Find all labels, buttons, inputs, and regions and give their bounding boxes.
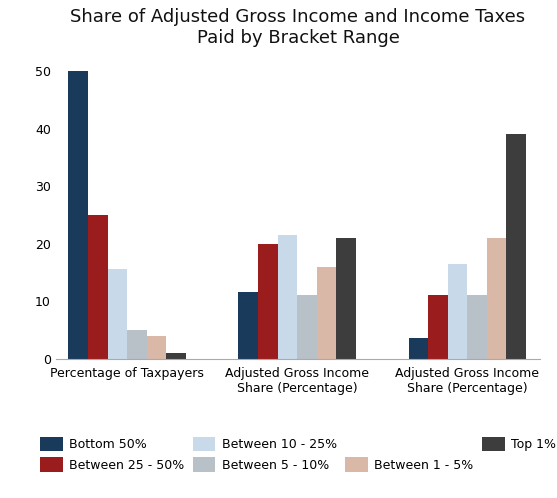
Bar — [238, 292, 258, 359]
Title: Share of Adjusted Gross Income and Income Taxes
Paid by Bracket Range: Share of Adjusted Gross Income and Incom… — [70, 8, 526, 47]
Bar — [297, 295, 317, 359]
Bar — [127, 330, 146, 359]
Bar — [88, 215, 108, 359]
Bar — [166, 353, 186, 359]
Bar — [69, 71, 88, 359]
Bar — [408, 339, 428, 359]
Bar — [336, 238, 356, 359]
Bar — [277, 235, 297, 359]
Bar — [146, 336, 166, 359]
Bar — [506, 134, 526, 359]
Bar — [317, 266, 336, 359]
Bar — [108, 269, 127, 359]
Bar — [467, 295, 487, 359]
Bar — [428, 295, 448, 359]
Bar — [487, 238, 506, 359]
Bar — [448, 264, 467, 359]
Bar — [258, 244, 277, 359]
Legend: Bottom 50%, Between 25 - 50%, Between 10 - 25%, Between 5 - 10%, , Between 1 - 5: Bottom 50%, Between 25 - 50%, Between 10… — [40, 437, 556, 472]
